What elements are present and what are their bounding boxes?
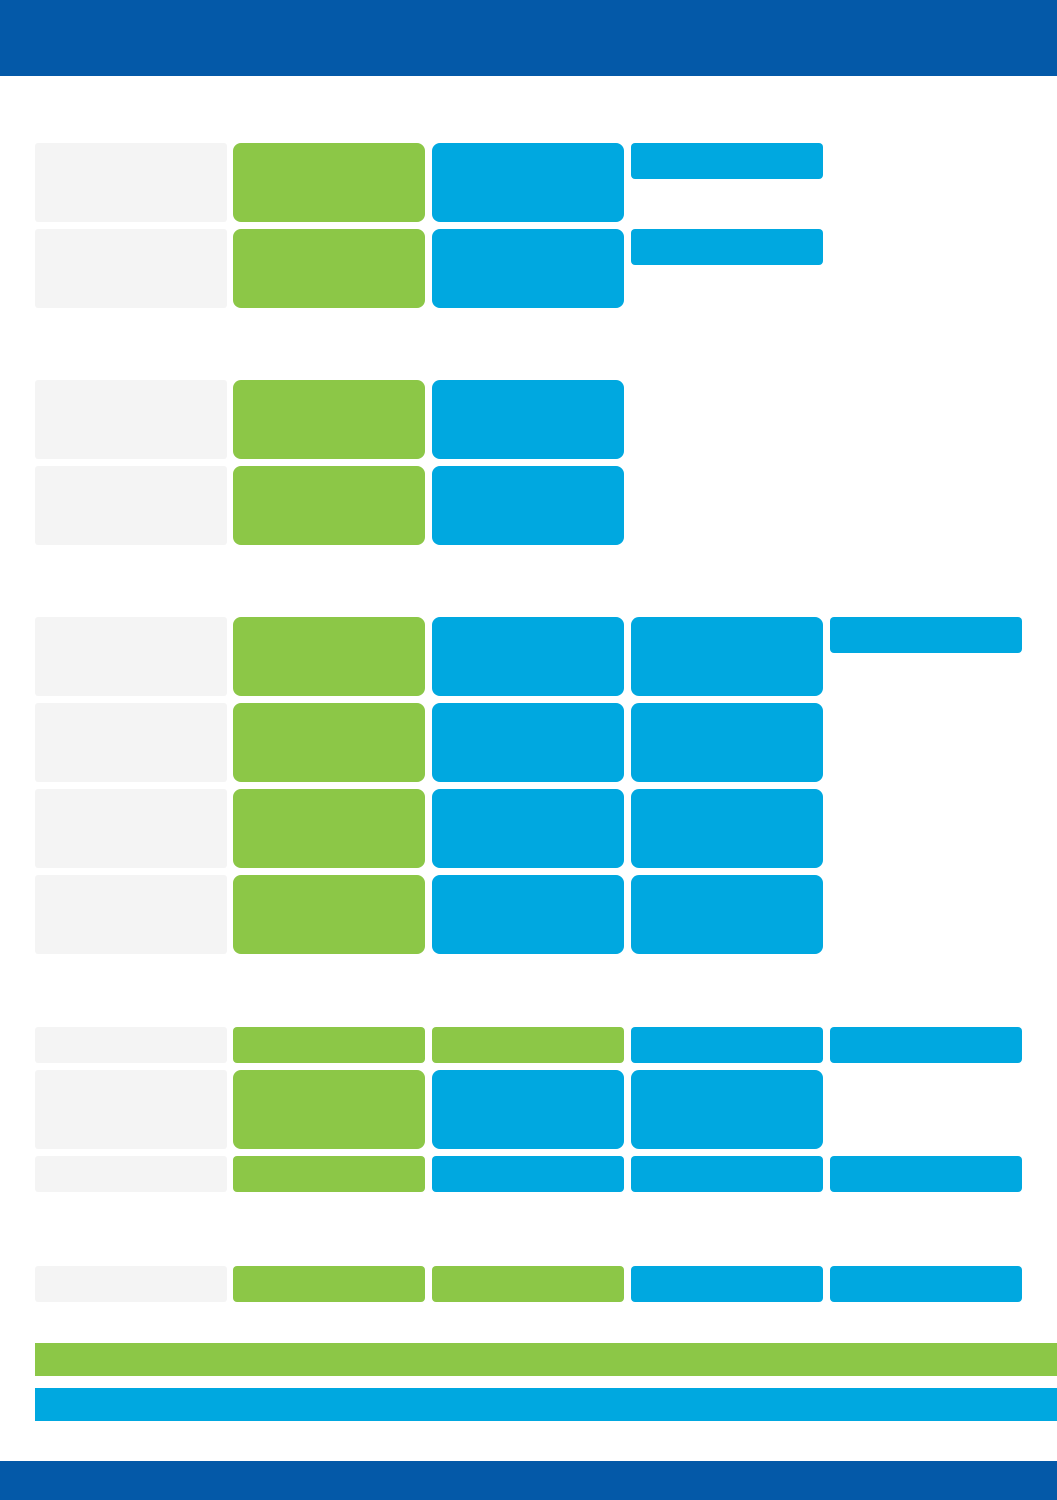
side-tag — [830, 617, 1022, 653]
side-tag — [631, 143, 823, 179]
header-bar — [0, 0, 1057, 76]
schedule-cell-blue — [432, 617, 624, 696]
schedule-cell-green — [233, 1070, 425, 1149]
row-label — [35, 1027, 227, 1063]
row-label — [35, 143, 227, 222]
footer-bar — [0, 1461, 1057, 1500]
schedule-cell-blue — [631, 789, 823, 868]
row-label — [35, 789, 227, 868]
schedule-cell-blue — [432, 789, 624, 868]
schedule-cell-green — [233, 703, 425, 782]
schedule-cell-blue — [432, 143, 624, 222]
row-label — [35, 1070, 227, 1149]
schedule-cell-blue — [631, 875, 823, 954]
row-label — [35, 617, 227, 696]
row-label — [35, 1266, 227, 1302]
row-label — [35, 1156, 227, 1192]
row-label — [35, 229, 227, 308]
row-label — [35, 466, 227, 545]
schedule-cell-blue — [432, 229, 624, 308]
schedule-cell-blue — [631, 703, 823, 782]
schedule-cell-blue — [432, 703, 624, 782]
schedule-cell-green — [432, 1027, 624, 1063]
schedule-cell-blue — [432, 875, 624, 954]
schedule-cell-green — [233, 380, 425, 459]
row-label — [35, 875, 227, 954]
schedule-cell-green — [233, 1266, 425, 1302]
legend-green-bar — [35, 1343, 1057, 1376]
row-label — [35, 703, 227, 782]
row-label — [35, 380, 227, 459]
schedule-cell-blue — [830, 1156, 1022, 1192]
schedule-cell-green — [233, 789, 425, 868]
schedule-cell-green — [233, 875, 425, 954]
schedule-cell-green — [233, 617, 425, 696]
schedule-cell-green — [233, 143, 425, 222]
schedule-cell-green — [233, 1156, 425, 1192]
schedule-cell-blue — [631, 1156, 823, 1192]
legend-blue-bar — [35, 1388, 1057, 1421]
schedule-cell-blue — [830, 1027, 1022, 1063]
schedule-cell-blue — [432, 1070, 624, 1149]
schedule-cell-blue — [631, 1070, 823, 1149]
schedule-cell-blue — [631, 617, 823, 696]
side-tag — [631, 229, 823, 265]
schedule-cell-green — [233, 466, 425, 545]
schedule-cell-green — [233, 229, 425, 308]
schedule-cell-blue — [432, 466, 624, 545]
schedule-cell-blue — [631, 1027, 823, 1063]
schedule-cell-green — [432, 1266, 624, 1302]
schedule-cell-blue — [432, 1156, 624, 1192]
schedule-cell-blue — [432, 380, 624, 459]
schedule-cell-blue — [830, 1266, 1022, 1302]
schedule-cell-green — [233, 1027, 425, 1063]
schedule-cell-blue — [631, 1266, 823, 1302]
